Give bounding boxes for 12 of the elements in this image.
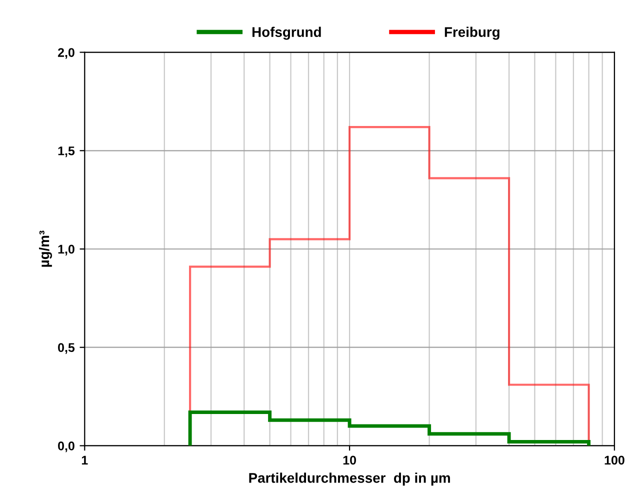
x-tick-label: 10 bbox=[343, 456, 356, 465]
x-tick-label: 1 bbox=[82, 456, 88, 464]
legend-label: Hofsgrund bbox=[252, 26, 321, 40]
y-tick-label: 1,0 bbox=[58, 244, 74, 256]
y-axis-title: µg/m³ bbox=[38, 230, 52, 267]
x-tick-label: 100 bbox=[604, 456, 624, 465]
y-tick-label: 0,0 bbox=[58, 442, 74, 452]
y-tick-label: 0,5 bbox=[58, 343, 75, 354]
legend-label: Freiburg bbox=[444, 26, 500, 40]
y-tick-label: 2,0 bbox=[58, 48, 74, 59]
y-tick-label: 1,5 bbox=[58, 146, 75, 158]
x-axis-title: Partikeldurchmesser dp in µm bbox=[249, 472, 450, 486]
